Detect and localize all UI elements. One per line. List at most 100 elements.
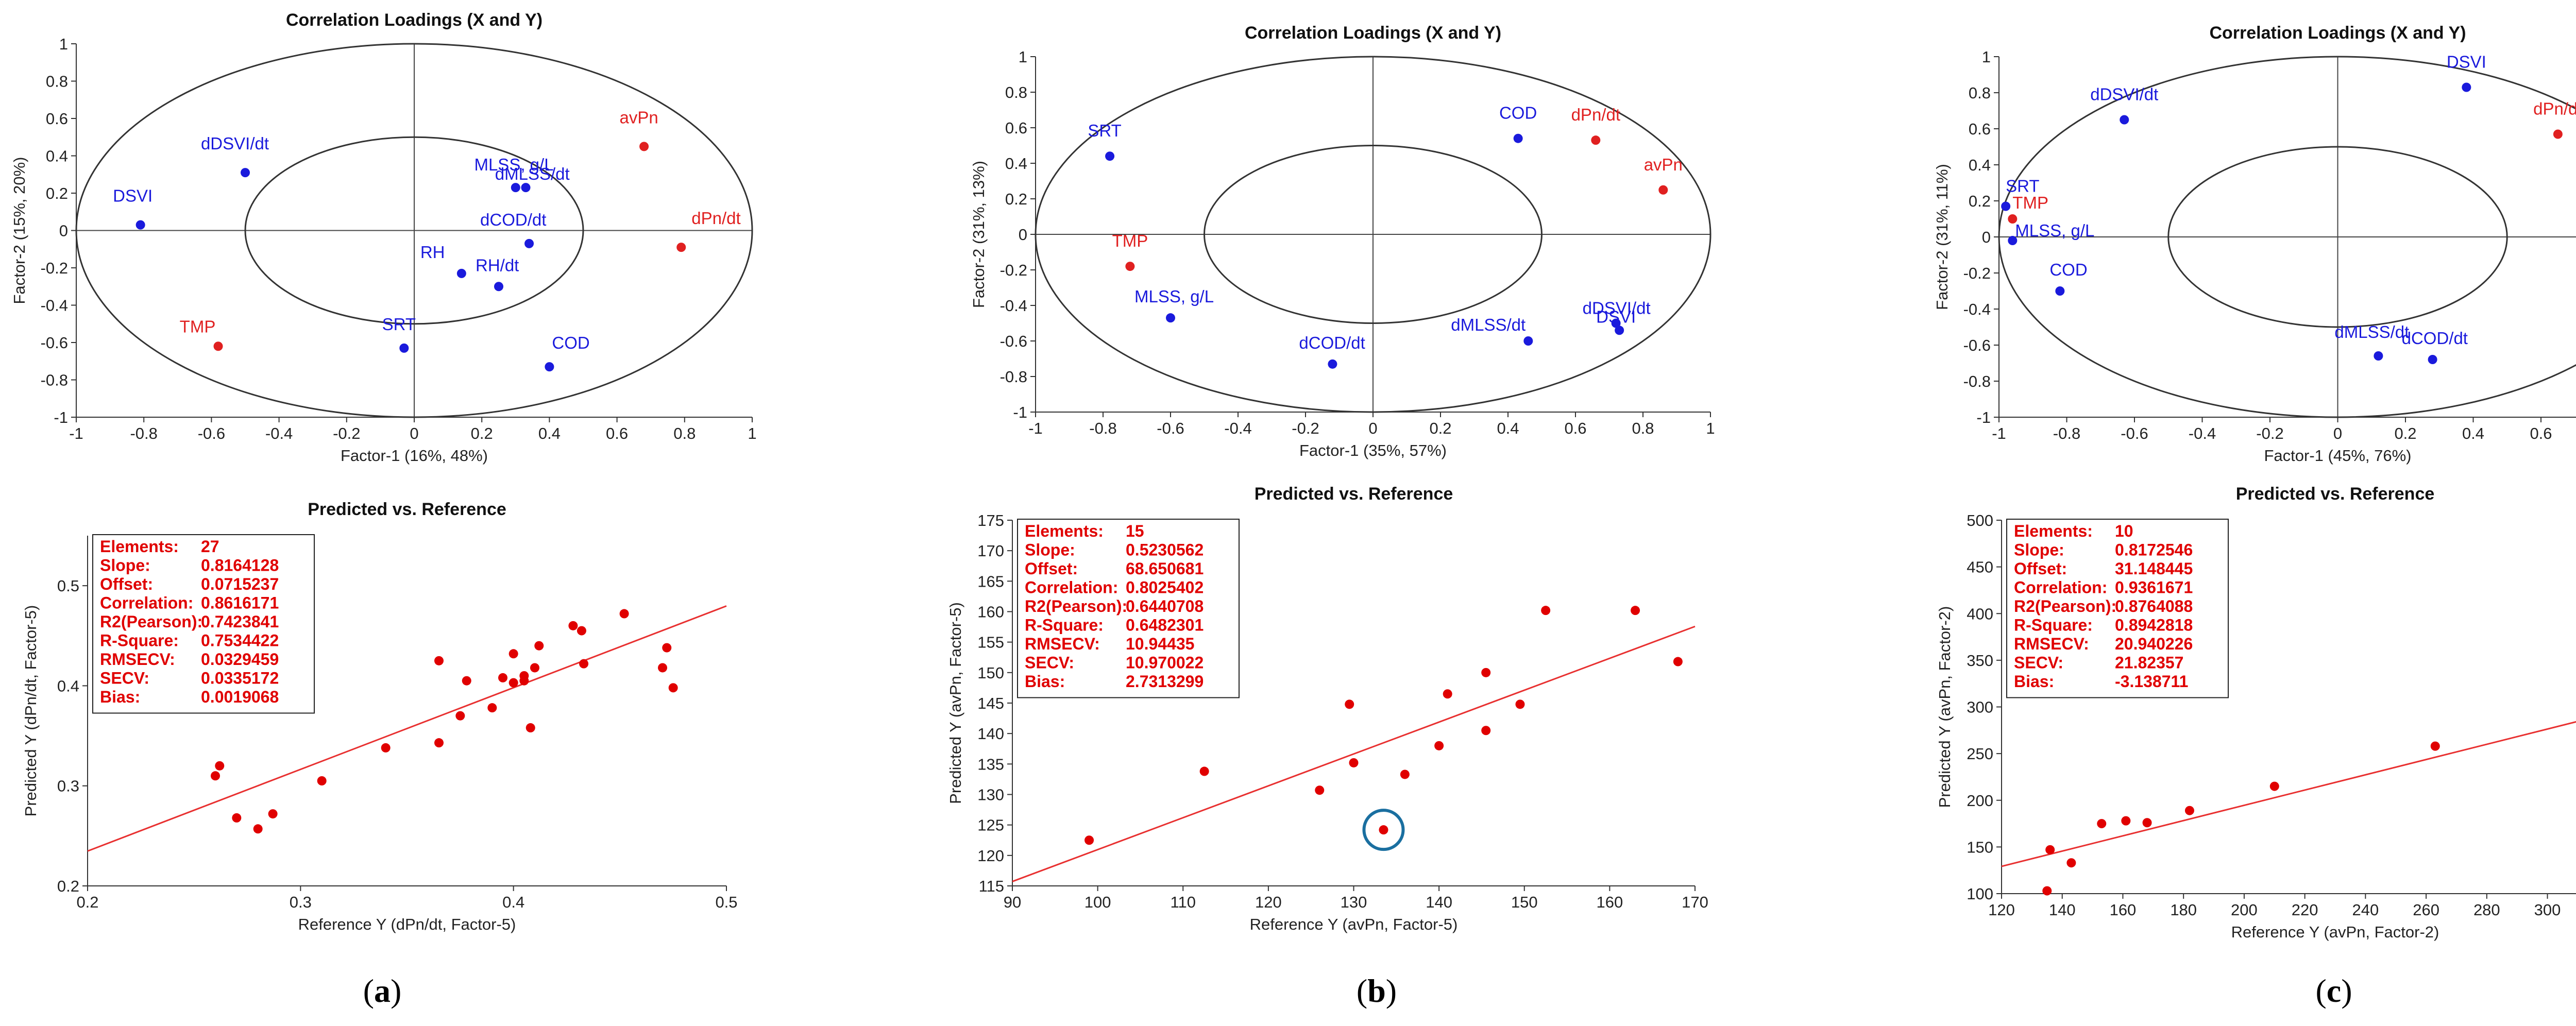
x-tick-label: 0.6 (2530, 424, 2552, 442)
loading-point (1166, 313, 1175, 323)
y-tick-label: 350 (1967, 652, 1993, 670)
data-point (2042, 886, 2052, 896)
loading-point (494, 282, 503, 292)
stat-value: 0.8164128 (201, 556, 279, 575)
x-tick-label: -0.2 (2256, 424, 2283, 442)
y-axis-label: Predicted Y (dPn/dt, Factor-5) (22, 605, 40, 817)
y-axis-label: Factor-2 (31%, 13%) (970, 161, 988, 308)
data-point (455, 711, 465, 721)
data-point (1349, 758, 1359, 767)
data-point (662, 643, 672, 653)
loading-point-label: dPn/dt (691, 209, 740, 228)
stat-value: 0.6440708 (1126, 597, 1204, 615)
panel-label-letter: c (2327, 972, 2341, 1009)
x-tick-label: 0 (410, 424, 418, 442)
loading-point (2008, 236, 2018, 245)
y-axis-label: Factor-2 (31%, 11%) (1933, 164, 1951, 310)
loading-point (1523, 336, 1533, 346)
y-tick-label: 145 (977, 694, 1004, 712)
x-tick-label: 0.2 (2394, 424, 2416, 442)
outer-correlation-circle (1035, 56, 1711, 413)
y-tick-label: 170 (977, 542, 1004, 560)
x-axis-label: Factor-1 (35%, 57%) (1299, 441, 1447, 459)
x-axis-label: Reference Y (avPn, Factor-2) (2231, 923, 2439, 941)
loading-point-label: dCOD/dt (480, 210, 546, 229)
stat-value: 0.9361671 (2115, 578, 2193, 597)
y-tick-label: 0.2 (1969, 192, 1991, 210)
stat-label: R-Square: (100, 631, 179, 650)
loading-point (676, 243, 686, 252)
stat-label: Correlation: (1025, 578, 1118, 597)
stat-value: 31.148445 (2115, 559, 2193, 578)
x-tick-label: 160 (2110, 901, 2137, 919)
data-point (568, 621, 578, 630)
x-tick-label: -0.8 (2053, 424, 2080, 442)
loading-point-label: dCOD/dt (1299, 333, 1365, 352)
loading-point-label: avPn (1644, 155, 1683, 174)
data-point (1541, 606, 1551, 615)
data-point (381, 743, 391, 753)
y-tick-label: -0.8 (1963, 372, 1991, 390)
loading-point-label: dDSVI/dt (2090, 85, 2158, 104)
data-point (1434, 741, 1444, 750)
loading-point-label: TMP (180, 317, 216, 336)
chart-title: Correlation Loadings (X and Y) (286, 10, 543, 30)
loading-point (2374, 351, 2383, 361)
data-point (268, 809, 278, 819)
y-tick-label: 1 (1982, 48, 1991, 66)
y-tick-label: 100 (1967, 885, 1993, 903)
stat-value: 0.0715237 (201, 575, 279, 593)
y-tick-label: 0 (1982, 228, 1991, 246)
stat-label: RMSECV: (100, 650, 175, 669)
data-point (215, 761, 225, 771)
y-tick-label: 200 (1967, 792, 1993, 810)
loading-point (1328, 359, 1337, 369)
loading-point-label: SRT (382, 315, 416, 334)
loading-point (1611, 318, 1621, 328)
data-point (534, 641, 544, 651)
data-point (1084, 835, 1094, 845)
loading-point-label: dMLSS/dt (495, 164, 570, 183)
stat-value: 0.7423841 (201, 612, 279, 631)
data-point (1315, 785, 1325, 795)
x-tick-label: -0.4 (265, 424, 293, 442)
statistics-box (1017, 519, 1240, 698)
loading-point-label: RH (420, 243, 445, 262)
data-point (434, 656, 444, 665)
y-tick-label: 165 (977, 572, 1004, 590)
x-tick-label: 0.4 (1497, 419, 1519, 437)
stat-value: 20.940226 (2115, 635, 2193, 653)
x-tick-label: -1 (1992, 424, 2006, 442)
y-tick-label: 0.4 (1969, 156, 1991, 174)
stat-label: Bias: (2014, 672, 2054, 691)
data-point (1515, 699, 1525, 709)
chart-4: Predicted vs. Reference 0.2 0.3 0.4 0.5 0.2 0.… (22, 500, 738, 933)
loading-point-label: dPn/dt (2533, 99, 2576, 118)
y-tick-label: 150 (977, 664, 1004, 682)
y-tick-label: 500 (1967, 511, 1993, 529)
y-tick-label: 1 (1019, 48, 1027, 66)
x-tick-label: 1 (748, 424, 756, 442)
panel-label-c: (c) (2315, 972, 2352, 1009)
x-axis-label: Reference Y (dPn/dt, Factor-5) (298, 915, 516, 933)
panel-label-a: (a) (363, 972, 402, 1009)
y-tick-label: 0.4 (1005, 155, 1027, 173)
stat-label: Elements: (100, 537, 179, 556)
x-tick-label: -1 (69, 424, 83, 442)
stat-label: Slope: (1025, 541, 1075, 559)
stat-value: 21.82357 (2115, 654, 2183, 672)
x-tick-label: -1 (1028, 419, 1043, 437)
y-tick-label: 0.3 (57, 777, 79, 795)
loading-point-label: dCOD/dt (2402, 329, 2468, 348)
x-tick-label: 220 (2292, 901, 2318, 919)
loading-point-label: MLSS, g/L (2015, 221, 2094, 240)
data-point (232, 813, 242, 823)
loading-point-label: dDSVI/dt (201, 134, 269, 153)
stat-value: 0.8942818 (2115, 616, 2193, 635)
y-tick-label: -1 (1013, 403, 1027, 421)
chart-2: Correlation Loadings (X and Y) -1 -0.8 -0.6… (970, 23, 1715, 459)
x-tick-label: -0.6 (1157, 419, 1184, 437)
y-axis-label: Predicted Y (avPn, Factor-2) (1936, 606, 1954, 808)
y-tick-label: 140 (977, 725, 1004, 743)
